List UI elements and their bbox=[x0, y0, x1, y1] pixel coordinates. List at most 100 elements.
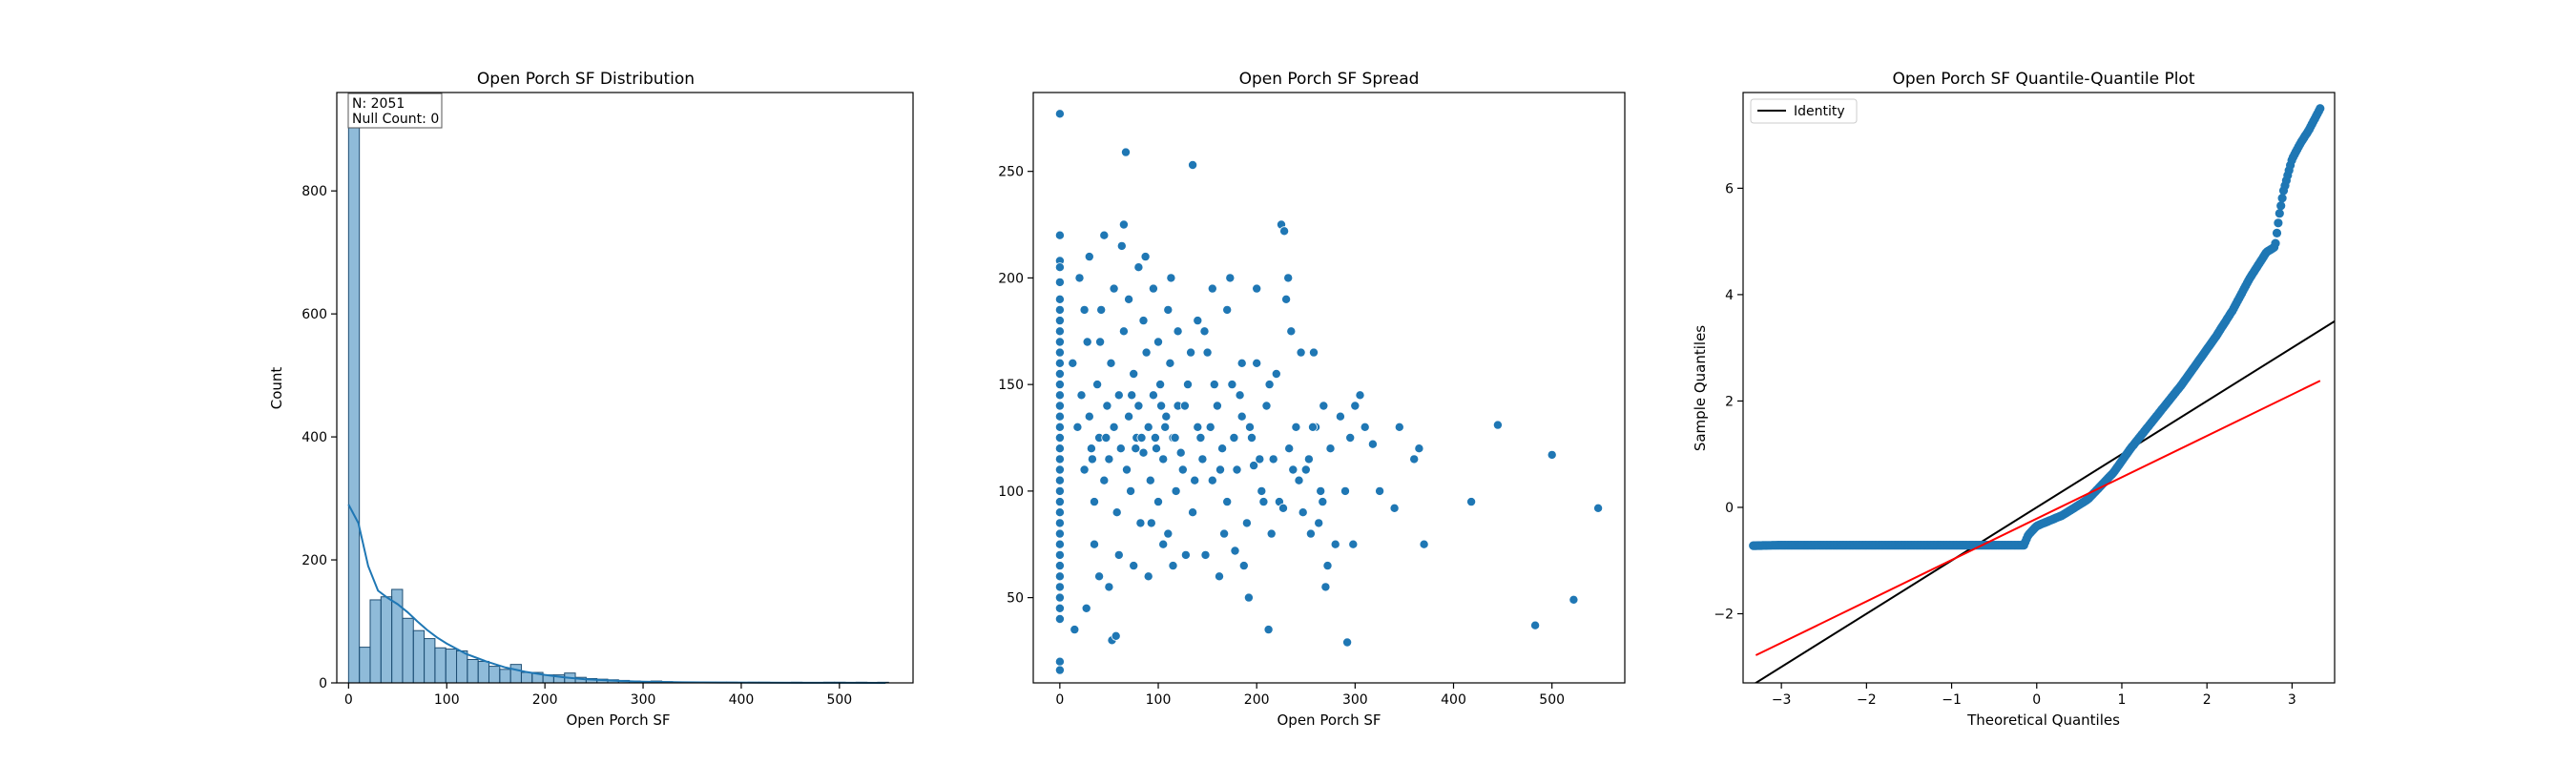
scatter-point bbox=[1146, 518, 1156, 528]
scatter-point bbox=[1345, 432, 1356, 443]
qq-point bbox=[2276, 201, 2286, 211]
qq-y-ticks: −2 0 2 4 6 bbox=[1714, 181, 1743, 623]
scatter-point bbox=[1150, 432, 1160, 443]
scatter-point bbox=[1261, 401, 1272, 411]
scatter-point bbox=[1092, 380, 1103, 390]
scatter-point bbox=[1179, 401, 1190, 411]
scatter-point bbox=[1227, 380, 1237, 390]
scatter-point bbox=[1492, 420, 1503, 430]
scatter-point bbox=[1133, 401, 1144, 411]
scatter-point bbox=[1124, 294, 1134, 304]
scatter-point bbox=[1054, 411, 1065, 422]
scatter|1-x-tick-label: 100 bbox=[1146, 692, 1172, 708]
scatter-point bbox=[1129, 368, 1139, 379]
scatter-point bbox=[1111, 630, 1121, 641]
scatter-point bbox=[1090, 497, 1100, 507]
scatter-point bbox=[1054, 475, 1065, 485]
scatter-point bbox=[1199, 326, 1210, 337]
scatter-point bbox=[1258, 497, 1269, 507]
scatter-y-tick-label: 100 bbox=[998, 485, 1024, 500]
scatter-point bbox=[1138, 447, 1149, 458]
scatter-point bbox=[1090, 539, 1100, 549]
scatter|1-x-tick-label: 300 bbox=[1342, 692, 1368, 708]
scatter-point bbox=[1264, 380, 1275, 390]
scatter-point bbox=[1133, 262, 1144, 273]
qq-x-ticks: −3 −2 −1 0 1 2 3 bbox=[1772, 683, 2296, 708]
scatter-y-ticks: 50 100 150 200 250 bbox=[998, 165, 1033, 607]
scatter-point bbox=[1054, 656, 1065, 667]
histogram-y-tick-label: 600 bbox=[301, 307, 327, 322]
histogram-bar bbox=[434, 647, 447, 684]
qq-sample-points bbox=[1749, 104, 2325, 550]
qq-y-tick-label: 2 bbox=[1725, 394, 1734, 409]
scatter-point bbox=[1054, 454, 1065, 464]
scatter-point bbox=[1155, 380, 1166, 390]
scatter-point bbox=[1314, 518, 1324, 528]
qq-point bbox=[2316, 104, 2325, 113]
scatter-point bbox=[1202, 347, 1213, 358]
qq-legend-identity-label: Identity bbox=[1794, 104, 1845, 119]
scatter-point bbox=[1330, 539, 1340, 549]
scatter-point bbox=[1235, 390, 1245, 401]
scatter-point bbox=[1300, 464, 1311, 475]
scatter-point bbox=[1054, 432, 1065, 443]
scatter-point bbox=[1054, 380, 1065, 390]
scatter-point bbox=[1054, 347, 1065, 358]
scatter-point bbox=[1241, 518, 1252, 528]
scatter-point bbox=[1296, 347, 1306, 358]
scatter-point bbox=[1160, 422, 1171, 432]
qq|2-x-tick-label: 0 bbox=[2032, 692, 2041, 708]
scatter-point bbox=[1113, 390, 1124, 401]
scatter-point bbox=[1236, 358, 1247, 368]
scatter-point bbox=[1207, 475, 1217, 485]
scatter-point bbox=[1084, 411, 1094, 422]
scatter-point bbox=[1152, 443, 1162, 454]
scatter-point bbox=[1074, 273, 1085, 283]
scatter-point bbox=[1309, 347, 1319, 358]
scatter-point bbox=[1054, 422, 1065, 432]
scatter-point bbox=[1141, 347, 1152, 358]
scatter-point bbox=[1054, 294, 1065, 304]
scatter-point bbox=[1054, 337, 1065, 347]
scatter-point bbox=[1126, 485, 1136, 496]
scatter-point bbox=[1320, 582, 1331, 592]
histogram|0-x-tick-label: 300 bbox=[631, 692, 656, 708]
qq-x-label: Theoretical Quantiles bbox=[1966, 711, 2120, 729]
scatter-point bbox=[1409, 454, 1420, 464]
scatter-y-tick-label: 50 bbox=[1007, 591, 1024, 607]
scatter-point bbox=[1054, 539, 1065, 549]
scatter-point bbox=[1054, 464, 1065, 475]
scatter-point bbox=[1054, 262, 1065, 273]
histogram-bar bbox=[467, 658, 479, 684]
scatter|1-x-tick-label: 200 bbox=[1244, 692, 1270, 708]
scatter-point bbox=[1163, 528, 1174, 539]
qq|2-x-tick-label: 2 bbox=[2203, 692, 2212, 708]
scatter-point bbox=[1193, 422, 1203, 432]
scatter-x-label: Open Porch SF bbox=[1277, 711, 1381, 729]
scatter-point bbox=[1342, 637, 1353, 648]
scatter-point bbox=[1281, 294, 1292, 304]
histogram-bar bbox=[520, 671, 533, 684]
scatter-point bbox=[1148, 390, 1158, 401]
histogram-bar bbox=[380, 596, 393, 684]
scatter-point bbox=[1350, 401, 1361, 411]
histogram-bar bbox=[424, 638, 436, 684]
scatter-point bbox=[1247, 432, 1257, 443]
scatter-point bbox=[1054, 277, 1065, 287]
scatter-point bbox=[1188, 507, 1198, 518]
scatter-point bbox=[1054, 561, 1065, 571]
scatter-point bbox=[1389, 503, 1400, 513]
scatter-point bbox=[1173, 326, 1183, 337]
qq-axes-frame bbox=[1742, 92, 2336, 684]
scatter-point bbox=[1166, 273, 1176, 283]
scatter-point bbox=[1104, 454, 1114, 464]
qq|2-x-tick-label: −1 bbox=[1942, 692, 1962, 708]
scatter-point bbox=[1129, 561, 1139, 571]
qq-point bbox=[2275, 209, 2284, 218]
scatter-point bbox=[1367, 439, 1378, 449]
scatter-point bbox=[1207, 283, 1217, 294]
scatter-point bbox=[1145, 475, 1155, 485]
scatter-point bbox=[1054, 582, 1065, 592]
histogram-bar bbox=[402, 617, 414, 684]
scatter-point bbox=[1054, 230, 1065, 240]
